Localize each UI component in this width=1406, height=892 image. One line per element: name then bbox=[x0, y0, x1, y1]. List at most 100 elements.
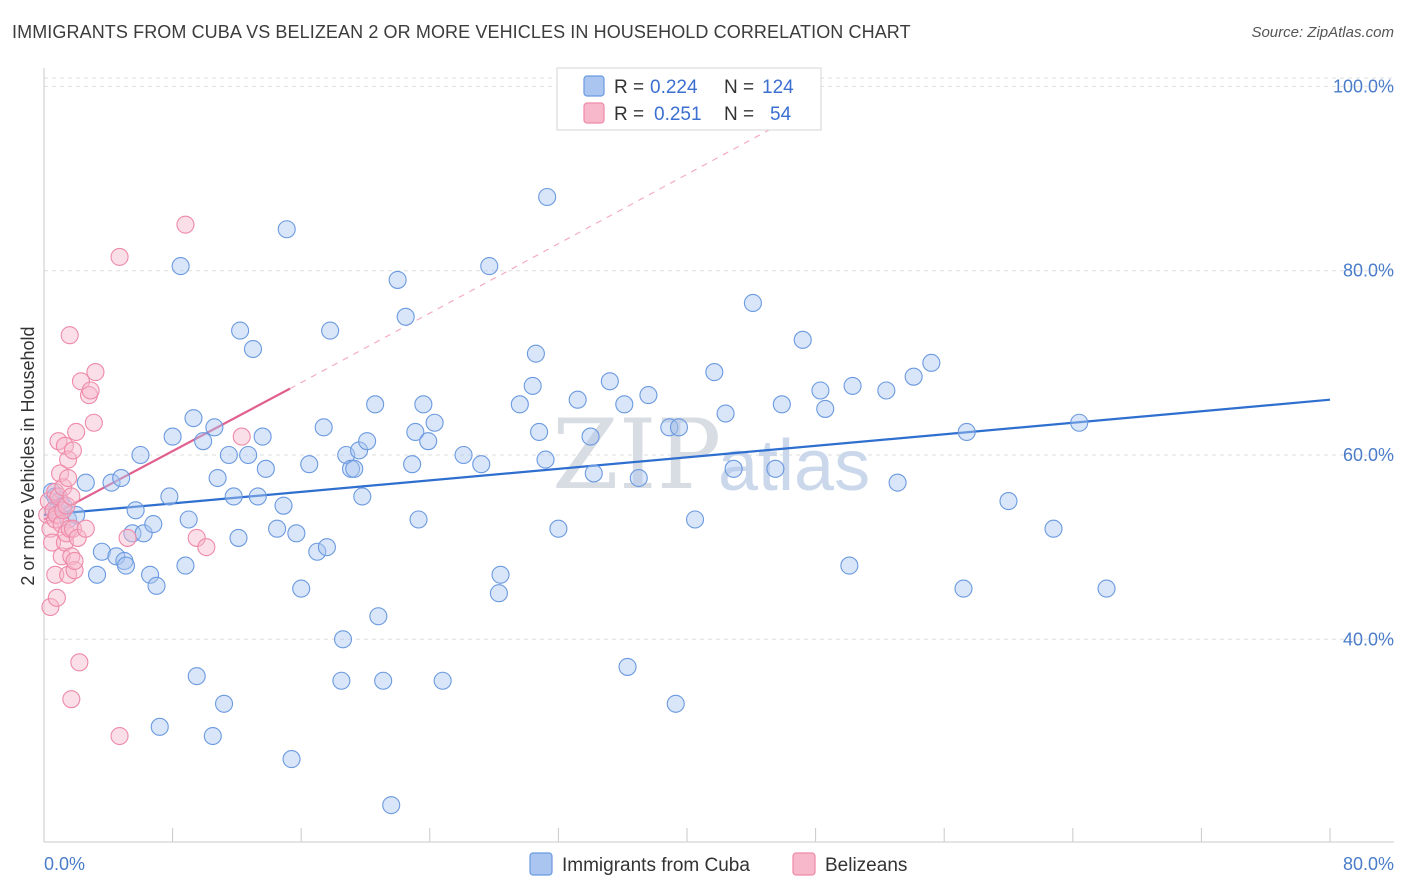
cuba-point bbox=[333, 630, 353, 649]
belizean-point bbox=[84, 413, 103, 432]
cuba-point bbox=[523, 376, 542, 395]
cuba-point bbox=[472, 455, 491, 474]
cuba-point bbox=[317, 538, 336, 557]
cuba-point bbox=[530, 422, 549, 442]
cuba-point bbox=[171, 257, 190, 276]
cuba-point bbox=[724, 459, 743, 478]
cuba-point bbox=[843, 376, 862, 395]
series-legend: Immigrants from Cuba Belizeans bbox=[529, 852, 907, 876]
belizean-point bbox=[197, 538, 216, 557]
belizean-point bbox=[67, 422, 86, 442]
cuba-point bbox=[205, 418, 224, 437]
belizean-point bbox=[49, 432, 68, 451]
cuba-point bbox=[224, 487, 243, 506]
watermark-atlas: atlas bbox=[718, 426, 870, 506]
cuba-point bbox=[584, 464, 603, 483]
y-tick-label: 40.0% bbox=[1343, 629, 1394, 649]
legend-swatch-belizeans bbox=[583, 102, 605, 124]
chart-title: IMMIGRANTS FROM CUBA VS BELIZEAN 2 OR MO… bbox=[12, 22, 911, 42]
belizean-point bbox=[81, 381, 100, 400]
cuba-point bbox=[425, 413, 444, 432]
cuba-point bbox=[112, 468, 131, 488]
cuba-point bbox=[433, 671, 452, 690]
cuba-point bbox=[816, 399, 835, 418]
cuba-point bbox=[538, 187, 557, 207]
legend-n-value-cuba: 124 bbox=[762, 77, 794, 98]
cuba-point bbox=[248, 487, 267, 506]
cuba-point bbox=[214, 694, 234, 713]
cuba-point bbox=[1044, 519, 1063, 538]
cuba-point bbox=[160, 487, 179, 506]
belizean-point bbox=[118, 528, 137, 547]
cuba-point bbox=[660, 418, 679, 437]
legend-r-label-cuba: R = bbox=[614, 77, 644, 98]
x-tick-label-max: 80.0% bbox=[1343, 854, 1394, 874]
cuba-point bbox=[382, 796, 401, 815]
cuba-point bbox=[811, 381, 830, 400]
belizean-point bbox=[70, 653, 89, 672]
cuba-point bbox=[203, 726, 222, 746]
belizean-point bbox=[76, 519, 95, 538]
legend-n-label-belizeans: N = bbox=[724, 104, 754, 125]
cuba-point bbox=[274, 496, 293, 515]
cuba-point bbox=[231, 321, 250, 340]
belizean-point bbox=[47, 505, 66, 524]
cuba-point bbox=[510, 395, 529, 414]
trend-lines bbox=[43, 104, 1331, 521]
cuba-point bbox=[208, 468, 227, 488]
cuba-point bbox=[144, 515, 163, 534]
cuba-point bbox=[314, 418, 333, 437]
x-axis-ticks bbox=[43, 828, 1331, 842]
cuba-point bbox=[615, 395, 634, 414]
cuba-point bbox=[629, 468, 648, 488]
cuba-point bbox=[685, 510, 705, 529]
cuba-point bbox=[287, 524, 306, 543]
cuba-point bbox=[489, 584, 508, 603]
cuba-point bbox=[253, 427, 272, 446]
y-tick-label: 60.0% bbox=[1343, 445, 1394, 465]
cuba-point bbox=[388, 270, 407, 289]
cuba-point bbox=[480, 257, 499, 276]
cuba-point bbox=[888, 473, 907, 492]
y-axis-label: 2 or more Vehicles in Household bbox=[18, 326, 38, 585]
cuba-point bbox=[840, 556, 859, 575]
belizean-point bbox=[110, 726, 129, 746]
belizean-point bbox=[176, 215, 195, 234]
cuba-point bbox=[793, 330, 812, 349]
cuba-point bbox=[743, 293, 762, 313]
belizean-point bbox=[65, 561, 84, 580]
cuba-point bbox=[954, 579, 973, 598]
cuba-point bbox=[87, 565, 107, 584]
trend-line-1 bbox=[43, 387, 291, 521]
cuba-point bbox=[766, 459, 785, 478]
cuba-point bbox=[150, 717, 169, 736]
cuba-point bbox=[131, 445, 150, 465]
trend-line-0 bbox=[43, 398, 1331, 516]
belizean-point bbox=[63, 441, 82, 460]
cuba-point bbox=[957, 422, 976, 442]
cuba-point bbox=[147, 576, 166, 595]
belizean-point bbox=[187, 528, 206, 547]
cuba-point bbox=[491, 565, 510, 584]
cuba-point bbox=[141, 565, 160, 584]
cuba-point bbox=[219, 445, 238, 465]
belizean-point bbox=[232, 427, 251, 446]
cuba-point bbox=[187, 667, 206, 686]
belizean-point bbox=[65, 551, 84, 571]
cuba-point bbox=[549, 519, 568, 538]
cuba-point bbox=[76, 473, 95, 492]
cuba-point bbox=[366, 395, 385, 414]
cuba-point bbox=[292, 579, 311, 598]
legend-swatch-cuba bbox=[583, 75, 605, 97]
cuba-point bbox=[396, 307, 415, 326]
cuba-point bbox=[243, 339, 263, 359]
legend-n-value-belizeans: 54 bbox=[770, 104, 792, 125]
cuba-point bbox=[369, 607, 388, 626]
cuba-point bbox=[126, 501, 145, 520]
cuba-point bbox=[1097, 579, 1116, 598]
cuba-point bbox=[102, 473, 121, 492]
source-label: Source: ZipAtlas.com bbox=[1251, 24, 1394, 41]
cuba-point bbox=[332, 671, 351, 690]
cuba-point bbox=[600, 372, 619, 391]
belizean-point bbox=[63, 519, 82, 538]
